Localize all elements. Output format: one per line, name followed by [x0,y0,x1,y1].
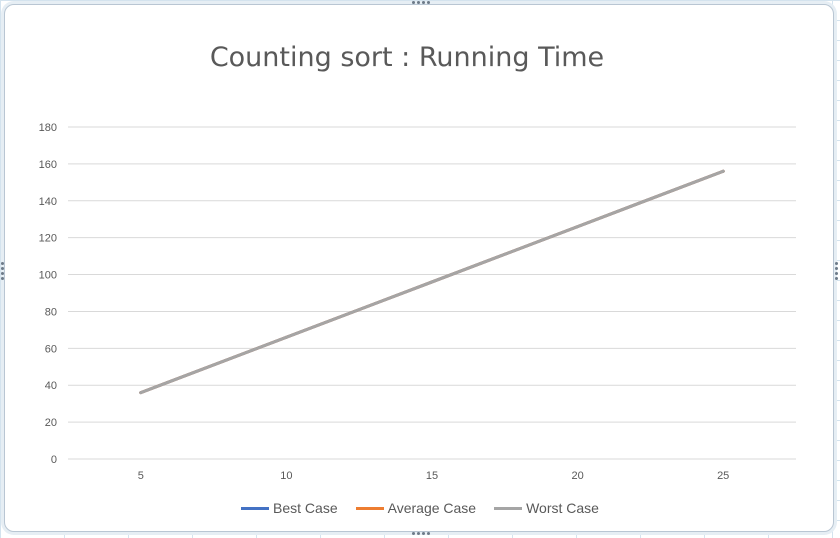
legend-swatch [241,506,270,510]
data-point[interactable] [139,391,143,395]
chart-legend[interactable]: Best Case Average Case Worst Case [0,500,840,516]
legend-label: Average Case [387,500,477,516]
y-tick-label: 160 [39,159,57,171]
resize-handle-top[interactable] [412,1,430,4]
y-tick-label: 40 [45,380,57,392]
y-tick-label: 20 [45,417,57,429]
data-point[interactable] [430,280,434,284]
resize-handle-bottom[interactable] [412,532,430,535]
chart-area[interactable] [4,4,834,532]
y-tick-label: 0 [51,454,57,466]
y-tick-label: 140 [39,196,57,208]
x-tick-label: 10 [280,470,292,482]
y-tick-label: 80 [45,306,57,318]
resize-handle-left[interactable] [1,262,4,280]
legend-label: Worst Case [526,500,599,516]
data-point[interactable] [284,335,288,339]
chart-title[interactable]: Counting sort : Running Time [209,42,605,73]
y-tick-label: 100 [39,270,57,282]
resize-handle-right[interactable] [835,262,838,280]
data-point[interactable] [721,169,725,173]
x-tick-label: 20 [571,470,583,482]
y-tick-label: 60 [45,343,57,355]
y-tick-label: 120 [39,233,57,245]
legend-item[interactable]: Worst Case [494,500,599,516]
x-tick-label: 5 [138,470,144,482]
x-tick-label: 25 [717,470,729,482]
data-point[interactable] [576,225,580,229]
legend-item[interactable]: Best Case [241,500,338,516]
x-tick-label: 15 [426,470,438,482]
legend-item[interactable]: Average Case [355,500,477,516]
legend-swatch [494,506,523,510]
y-tick-label: 180 [39,122,57,134]
legend-label: Best Case [273,500,338,516]
legend-swatch [355,506,384,510]
